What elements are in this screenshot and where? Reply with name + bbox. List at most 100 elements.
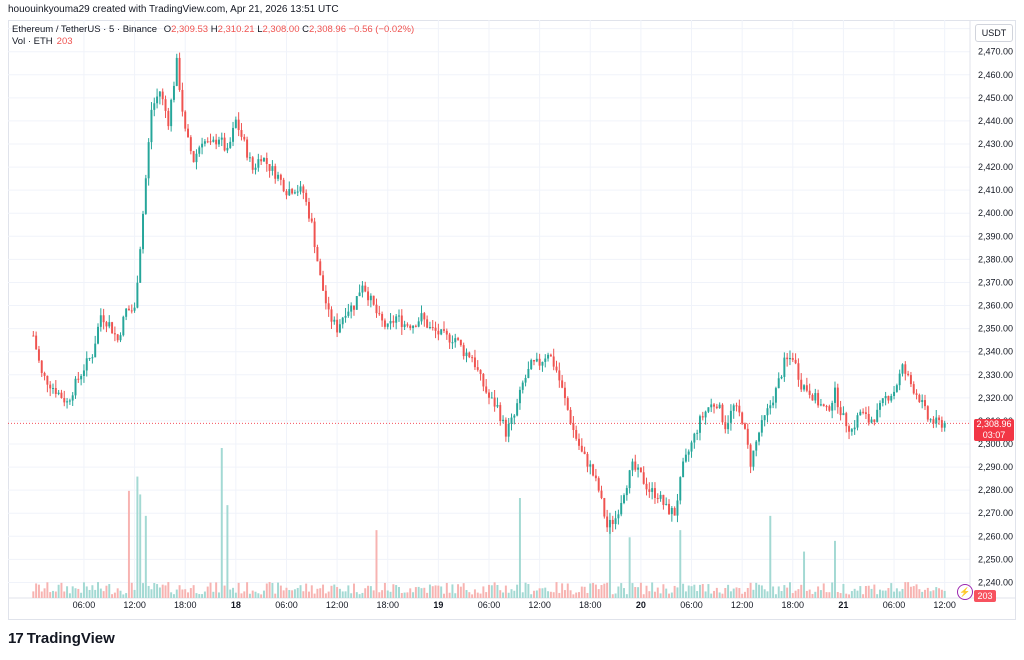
candle-body: [836, 387, 839, 408]
volume-bar: [203, 591, 206, 598]
y-tick-label: 2,320.00: [978, 393, 1013, 403]
candle-body: [659, 494, 662, 499]
candle-body: [842, 413, 845, 416]
candle-body: [890, 395, 893, 401]
price-chart[interactable]: 2,240.00 2,250.00 2,260.00 2,270.00 2,280.00…: [8, 20, 1016, 620]
candle-body: [209, 141, 212, 143]
candle-body: [617, 514, 620, 519]
volume-bar: [434, 585, 437, 598]
candle-body: [780, 376, 783, 379]
candle-body: [367, 291, 370, 301]
y-tick-label: 2,380.00: [978, 254, 1013, 264]
volume-bar: [170, 592, 173, 598]
volume-bar: [189, 588, 192, 598]
volume-bar: [49, 592, 52, 598]
candle-body: [544, 358, 547, 362]
candle-body: [746, 428, 749, 445]
volume-bar: [535, 590, 538, 598]
legend-volume-value: 203: [56, 36, 73, 47]
candle-body: [535, 358, 538, 362]
candle-body: [713, 404, 716, 407]
candle-body: [940, 420, 943, 428]
volume-bar: [766, 591, 769, 598]
volume-bar: [212, 591, 215, 598]
volume-bar: [769, 515, 772, 598]
y-tick-label: 2,240.00: [978, 577, 1013, 587]
volume-bar: [355, 592, 358, 598]
candle-body: [434, 327, 437, 331]
candle-body: [440, 329, 443, 335]
candle-body: [848, 426, 851, 432]
candle-body: [398, 315, 400, 317]
volume-bar: [324, 593, 327, 598]
volume-bar: [729, 591, 732, 598]
candle-body: [375, 304, 378, 314]
candle-body: [788, 357, 791, 360]
candle-body: [144, 178, 147, 214]
candle-body: [403, 324, 406, 327]
candle-body: [614, 518, 617, 525]
volume-bar: [932, 590, 935, 598]
candle-body: [412, 325, 415, 329]
lightning-icon[interactable]: ⚡: [957, 584, 973, 600]
candle-body: [516, 403, 519, 416]
volume-bar: [808, 589, 811, 598]
legend-symbol[interactable]: Ethereum / TetherUS · 5 · Binance: [12, 24, 158, 35]
candle-body: [763, 415, 766, 421]
volume-bar: [518, 498, 521, 598]
candle-body: [856, 415, 859, 428]
last-price-tag: 2,308.96 03:07: [974, 419, 1014, 441]
volume-bar: [670, 592, 673, 598]
volume-bar: [558, 592, 561, 598]
candle-body: [473, 357, 476, 368]
volume-bar: [760, 585, 763, 598]
volume-bar: [684, 591, 687, 598]
candle-body: [338, 324, 341, 333]
volume-bar: [333, 584, 336, 598]
candle-body: [639, 467, 642, 473]
y-tick-label: 2,340.00: [978, 347, 1013, 357]
x-tick-label: 18:00: [579, 600, 602, 610]
candle-body: [797, 363, 800, 380]
volume-bar: [817, 586, 820, 598]
volume-bar: [845, 593, 848, 598]
volume-bar: [206, 586, 209, 598]
volume-bar: [445, 582, 448, 598]
candle-body: [215, 139, 218, 145]
volume-bar: [144, 515, 147, 598]
y-tick-label: 2,460.00: [978, 70, 1013, 80]
volume-bar: [918, 589, 921, 598]
candle-body: [63, 398, 66, 403]
volume-bar: [693, 584, 696, 598]
volume-bar: [819, 590, 822, 598]
volume-bar: [614, 593, 617, 598]
volume-bar: [243, 591, 246, 598]
volume-bar: [97, 582, 99, 598]
volume-bar: [566, 583, 569, 598]
candle-body: [738, 405, 741, 413]
currency-button[interactable]: USDT: [975, 24, 1013, 42]
volume-bar: [85, 586, 88, 598]
volume-bar: [341, 591, 344, 598]
candle-body: [881, 398, 884, 404]
volume-bar: [904, 582, 907, 598]
volume-bar: [369, 586, 372, 598]
volume-bar: [848, 594, 851, 598]
volume-bar: [898, 591, 901, 598]
candle-body: [383, 320, 386, 327]
tradingview-brand[interactable]: 17 TradingView: [8, 630, 115, 647]
candle-body: [552, 356, 555, 367]
candle-body: [274, 166, 277, 179]
volume-bar: [938, 588, 941, 598]
volume-bar: [743, 591, 746, 598]
volume-bar: [437, 585, 440, 598]
candle-body: [80, 375, 83, 380]
legend-volume-label[interactable]: Vol · ETH: [12, 36, 53, 47]
volume-bar: [901, 588, 904, 598]
volume-bar: [52, 590, 54, 598]
candle-body: [85, 358, 88, 371]
candle-body: [859, 411, 862, 416]
candle-body: [831, 402, 834, 411]
y-tick-label: 2,420.00: [978, 162, 1013, 172]
candle-body: [386, 323, 389, 327]
